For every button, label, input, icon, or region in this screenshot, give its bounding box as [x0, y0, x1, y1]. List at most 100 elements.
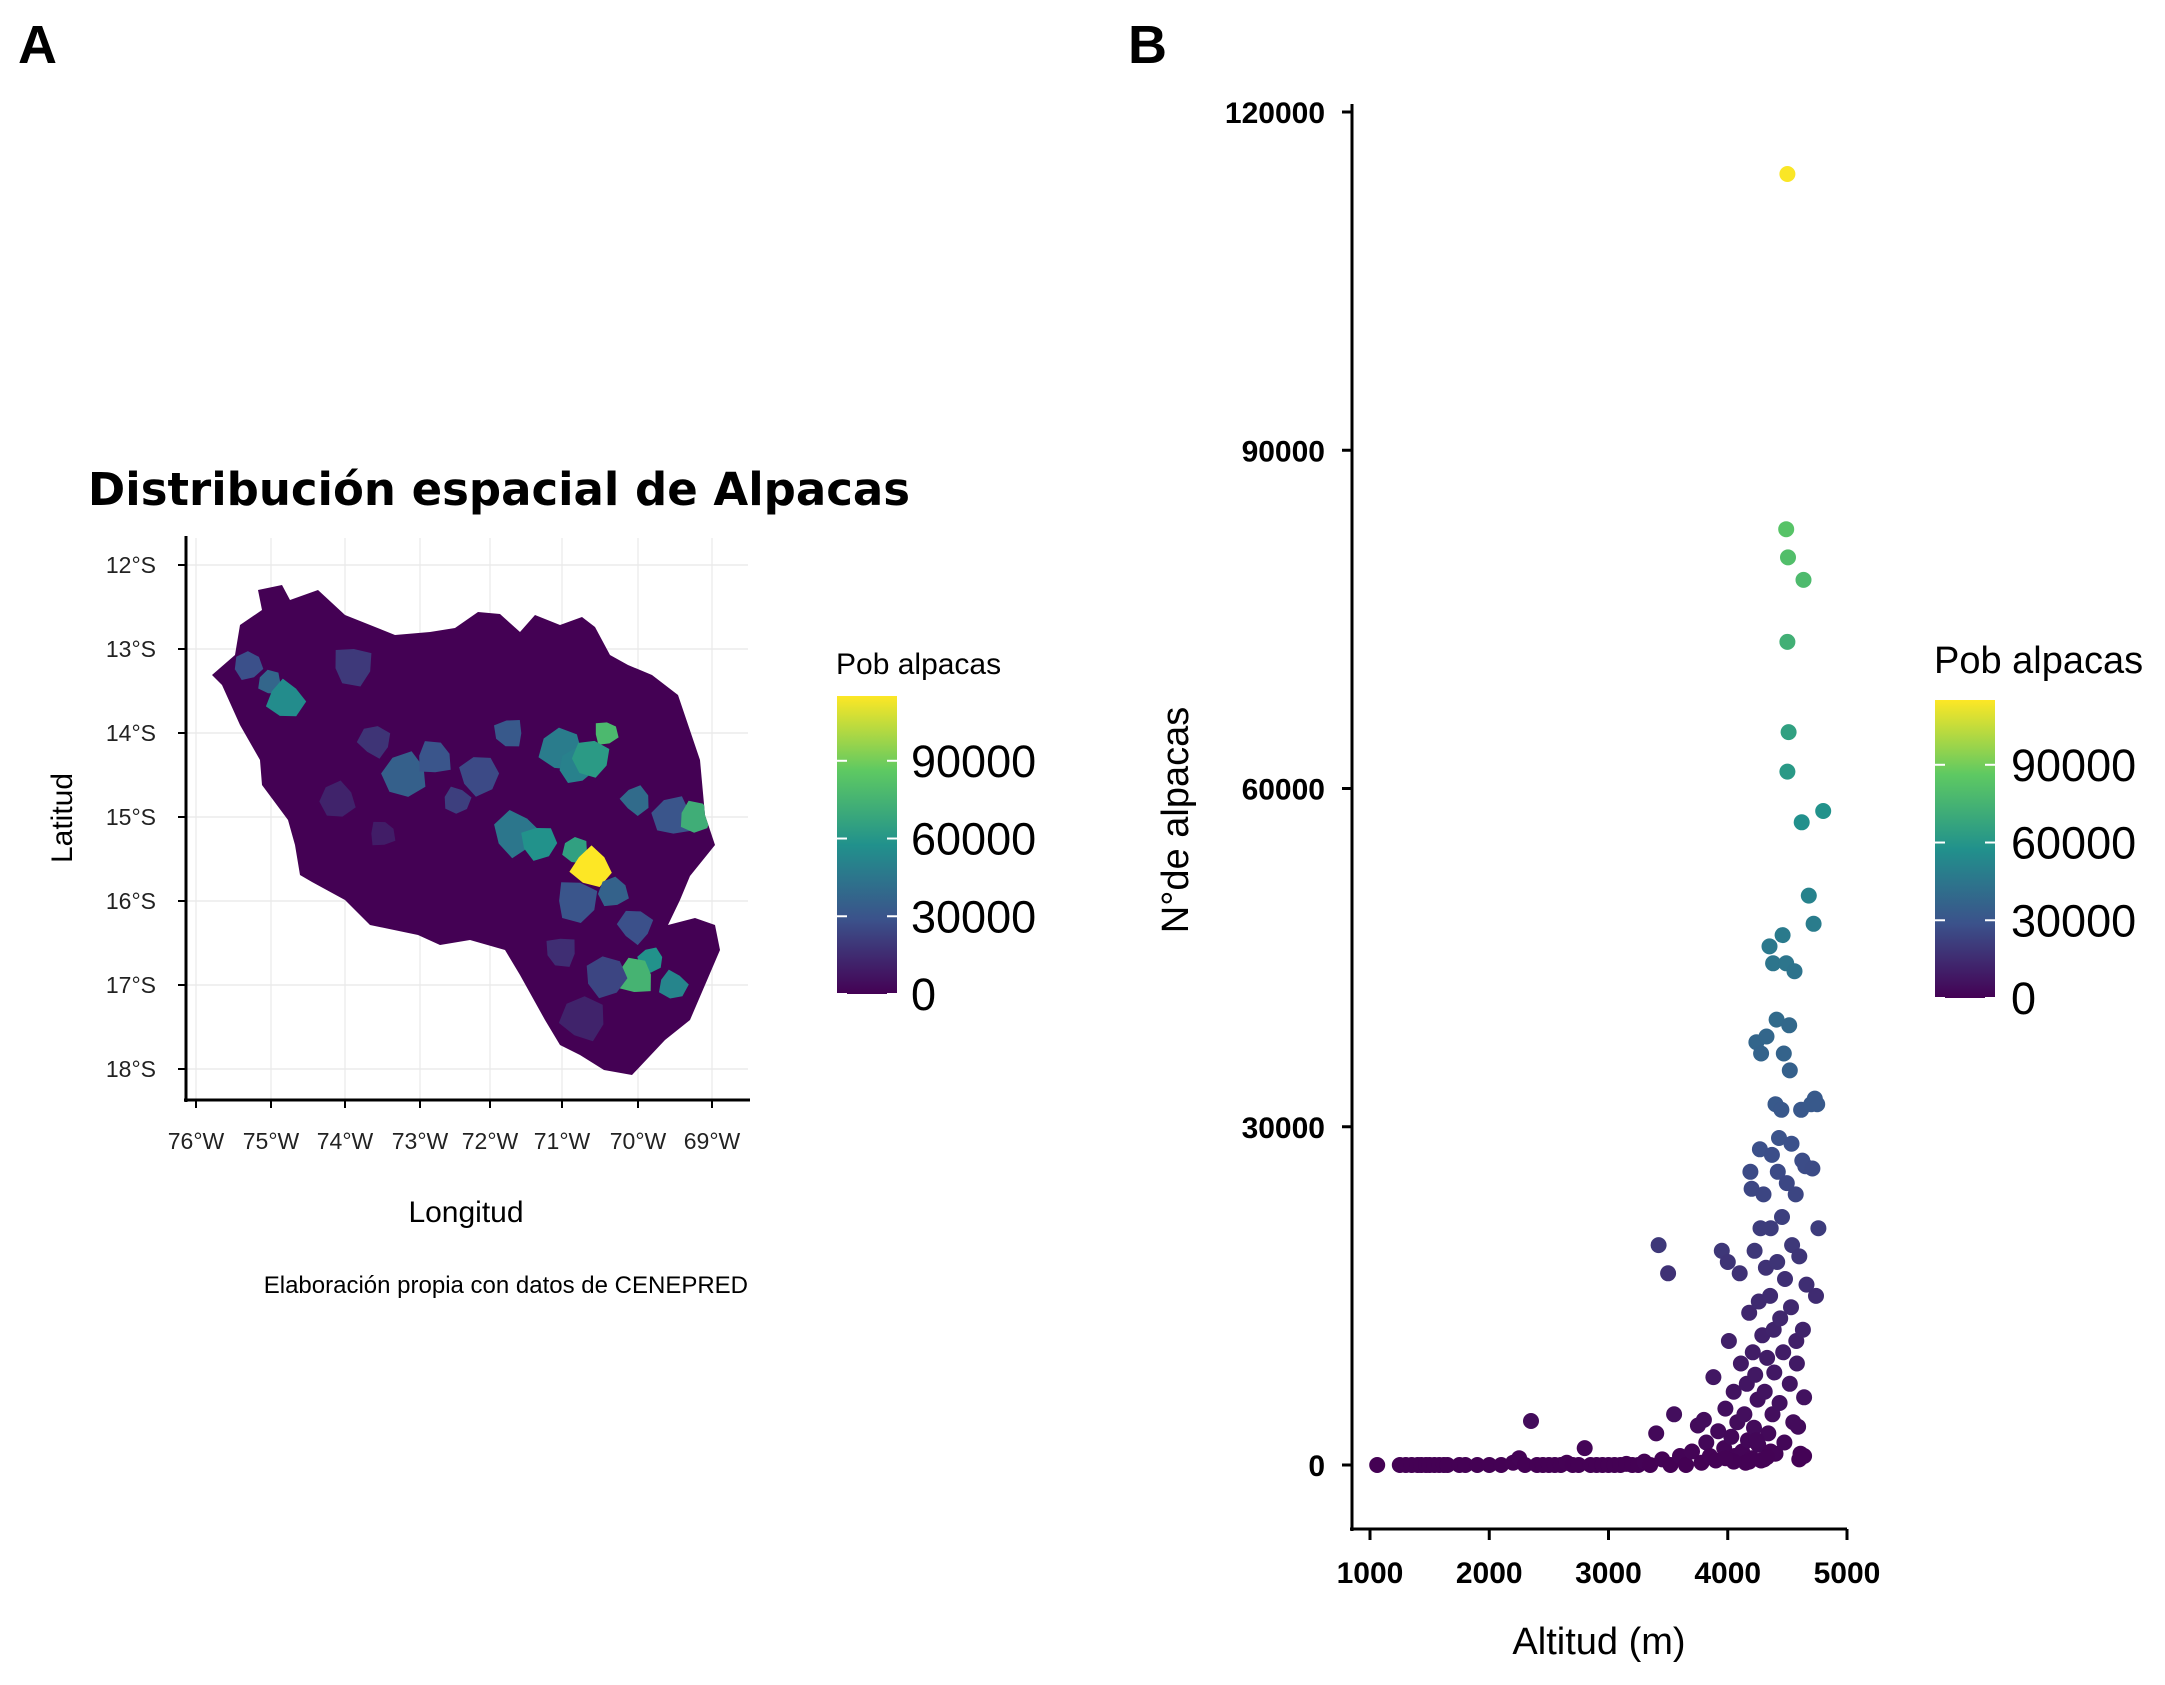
map-legend-colorbar — [837, 696, 897, 994]
scatter-point — [1786, 963, 1803, 980]
scatter-point — [1796, 1448, 1813, 1464]
scatter-point — [1756, 1383, 1773, 1400]
scatter-point — [1751, 1141, 1768, 1158]
scatter-legend-colorbar — [1935, 700, 1995, 998]
map-district — [619, 785, 649, 816]
scatter-y-tick-label: 120000 — [1225, 97, 1325, 130]
scatter-point — [1804, 1160, 1821, 1177]
map-axes — [184, 536, 750, 1102]
scatter-point — [1798, 1276, 1815, 1293]
map-district — [335, 649, 372, 687]
map-district — [356, 726, 391, 759]
scatter-x-tick-label: 3000 — [1575, 1557, 1642, 1590]
scatter-point — [1758, 1028, 1775, 1045]
scatter-point — [1761, 938, 1778, 955]
scatter-point — [1772, 1310, 1789, 1327]
map-x-tick-label: 75°W — [243, 1128, 300, 1154]
map-x-tick-label: 72°W — [462, 1128, 519, 1154]
scatter-point — [1766, 1364, 1783, 1381]
scatter-point — [1795, 571, 1812, 588]
scatter-point — [1481, 1457, 1498, 1473]
scatter-point — [1769, 1163, 1786, 1180]
scatter-point — [1732, 1355, 1749, 1372]
scatter-point — [1648, 1425, 1665, 1442]
map-legend-label: 0 — [911, 969, 936, 1020]
scatter-point — [1783, 1135, 1800, 1152]
scatter-point — [1678, 1457, 1694, 1473]
map-region-outline — [212, 585, 720, 1075]
map-district — [419, 741, 451, 773]
scatter-point — [1642, 1457, 1659, 1473]
map-district — [618, 957, 651, 992]
scatter-point — [1743, 1180, 1760, 1197]
scatter-panel: 0 30000 60000 90000 120000 1000 2000 3000 4000 50… — [1155, 97, 2143, 1663]
scatter-point — [1705, 1369, 1722, 1386]
map-y-tick-label: 16°S — [106, 888, 156, 914]
map-legend-title: Pob alpacas — [836, 648, 1001, 681]
map-panel: Distribución espacial de Alpacas 12°S 13°… — [46, 463, 1036, 1299]
map-xaxis-title: Longitud — [408, 1196, 523, 1229]
scatter-point — [1439, 1457, 1456, 1473]
map-x-tick-label: 76°W — [168, 1128, 225, 1154]
scatter-point — [1778, 1175, 1795, 1192]
map-y-tick-label: 17°S — [106, 972, 156, 998]
scatter-point — [1794, 1321, 1811, 1338]
scatter-point — [1809, 1096, 1826, 1113]
scatter-point — [1698, 1434, 1715, 1451]
scatter-point — [1779, 763, 1796, 780]
map-y-tick-label: 13°S — [106, 636, 156, 662]
scatter-point — [1763, 1146, 1780, 1163]
scatter-legend: Pob alpacas 90000 60000 30000 0 — [1934, 640, 2143, 1024]
map-district — [494, 720, 522, 747]
scatter-point — [1717, 1450, 1734, 1467]
map-district — [598, 876, 629, 907]
scatter-point — [1775, 1045, 1792, 1062]
scatter-x-tick-label: 2000 — [1456, 1557, 1523, 1590]
scatter-point — [1783, 1299, 1799, 1316]
scatter-point — [1773, 1101, 1790, 1118]
scatter-point — [1720, 1333, 1737, 1349]
scatter-x-tick-label: 5000 — [1814, 1557, 1881, 1590]
scatter-point — [1469, 1457, 1486, 1473]
scatter-point — [1493, 1457, 1510, 1473]
scatter-point — [1719, 1254, 1736, 1270]
scatter-point — [1762, 1220, 1779, 1237]
scatter-point — [1576, 1440, 1593, 1457]
scatter-point — [1780, 724, 1797, 741]
map-yaxis-title: Latitud — [46, 773, 79, 863]
scatter-point — [1759, 1449, 1776, 1466]
scatter-point — [1570, 1457, 1587, 1473]
map-district — [444, 786, 472, 814]
scatter-point — [1736, 1406, 1753, 1423]
scatter-point — [1684, 1443, 1700, 1460]
scatter-point — [1753, 1045, 1770, 1062]
scatter-point — [1781, 1375, 1798, 1392]
scatter-point — [1523, 1413, 1539, 1429]
scatter-point — [1762, 1287, 1779, 1304]
scatter-legend-label: 0 — [2011, 973, 2036, 1024]
scatter-point — [1780, 549, 1796, 566]
scatter-point — [1650, 1237, 1667, 1254]
panel-label-b: B — [1128, 15, 1167, 75]
scatter-point — [1775, 1344, 1792, 1361]
scatter-point — [1369, 1457, 1386, 1473]
scatter-x-tick-label: 4000 — [1694, 1557, 1761, 1590]
scatter-point — [1771, 1395, 1788, 1411]
scatter-legend-title: Pob alpacas — [1934, 640, 2143, 682]
map-tick-marks: 12°S 13°S 14°S 15°S 16°S 17°S 18°S 76°W 75°W 74°W… — [106, 552, 741, 1154]
map-district — [319, 780, 356, 817]
scatter-point — [1710, 1423, 1727, 1440]
scatter-point — [1760, 1425, 1777, 1442]
scatter-point — [1660, 1265, 1677, 1282]
map-district — [234, 651, 264, 680]
map-y-tick-label: 15°S — [106, 804, 156, 830]
map-legend-label: 60000 — [911, 814, 1036, 865]
map-district — [569, 845, 612, 887]
scatter-point — [1695, 1411, 1712, 1428]
scatter-y-tick-label: 30000 — [1242, 1112, 1325, 1145]
scatter-yaxis-title: N°de alpacas — [1155, 707, 1197, 933]
map-legend-label: 90000 — [911, 736, 1036, 787]
scatter-point — [1741, 1453, 1758, 1470]
scatter-legend-label: 90000 — [2011, 740, 2136, 791]
